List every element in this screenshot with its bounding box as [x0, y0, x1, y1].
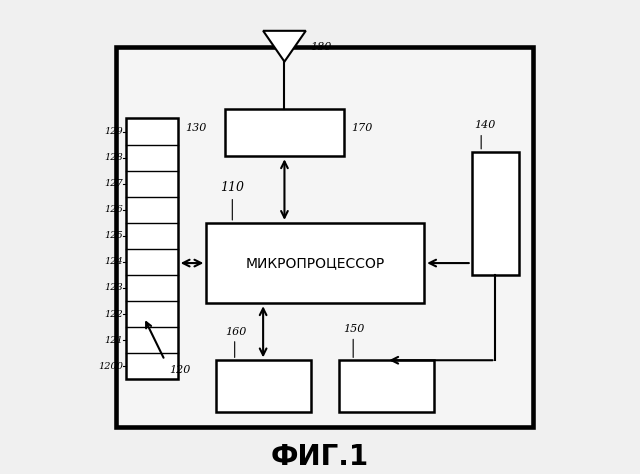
- Bar: [339, 360, 434, 412]
- Text: 124: 124: [104, 257, 124, 266]
- Text: 122: 122: [104, 310, 124, 319]
- Text: 110: 110: [220, 182, 244, 194]
- Bar: [225, 109, 344, 156]
- Text: 1200: 1200: [99, 362, 124, 371]
- Text: 120: 120: [170, 365, 191, 375]
- Bar: [116, 47, 533, 427]
- Bar: [472, 152, 519, 275]
- Text: 150: 150: [344, 324, 365, 334]
- Bar: [125, 118, 178, 379]
- Text: 129: 129: [104, 127, 124, 136]
- Text: МИКРОПРОЦЕССОР: МИКРОПРОЦЕССОР: [246, 256, 385, 270]
- Text: 170: 170: [351, 123, 372, 133]
- Text: 128: 128: [104, 153, 124, 162]
- Text: ФИГ.1: ФИГ.1: [271, 443, 369, 472]
- Text: 121: 121: [104, 336, 124, 345]
- Text: 130: 130: [185, 123, 206, 133]
- Text: 140: 140: [474, 120, 495, 130]
- Text: 125: 125: [104, 231, 124, 240]
- Text: 126: 126: [104, 205, 124, 214]
- Text: 127: 127: [104, 179, 124, 188]
- Bar: [206, 223, 424, 303]
- Text: 180: 180: [310, 42, 332, 53]
- Text: 160: 160: [225, 327, 246, 337]
- Polygon shape: [263, 31, 306, 62]
- Text: 123: 123: [104, 283, 124, 292]
- Bar: [216, 360, 310, 412]
